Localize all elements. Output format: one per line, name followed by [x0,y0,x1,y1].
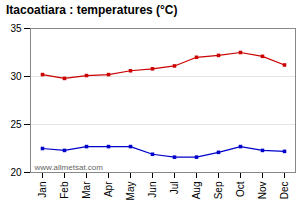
svg-text:Nov: Nov [257,182,268,200]
svg-text:35: 35 [10,23,22,34]
svg-text:Oct: Oct [235,181,246,197]
svg-text:Jan: Jan [37,182,48,198]
svg-text:Dec: Dec [279,182,290,200]
svg-text:Mar: Mar [81,181,92,199]
svg-text:20: 20 [10,167,22,178]
svg-text:Apr: Apr [103,181,114,197]
svg-text:Jul: Jul [169,182,180,195]
svg-text:www.allmetsat.com: www.allmetsat.com [34,163,104,172]
svg-text:Sep: Sep [213,181,224,199]
svg-text:Jun: Jun [147,182,158,198]
svg-text:30: 30 [10,71,22,82]
svg-text:Aug: Aug [191,182,202,200]
html-text:Itacoatiara : temperatures (°C: Itacoatiara : temperatures (°C) [6,3,178,17]
svg-text:Feb: Feb [59,181,70,199]
svg-text:May: May [125,182,136,200]
svg-text:25: 25 [10,119,22,130]
